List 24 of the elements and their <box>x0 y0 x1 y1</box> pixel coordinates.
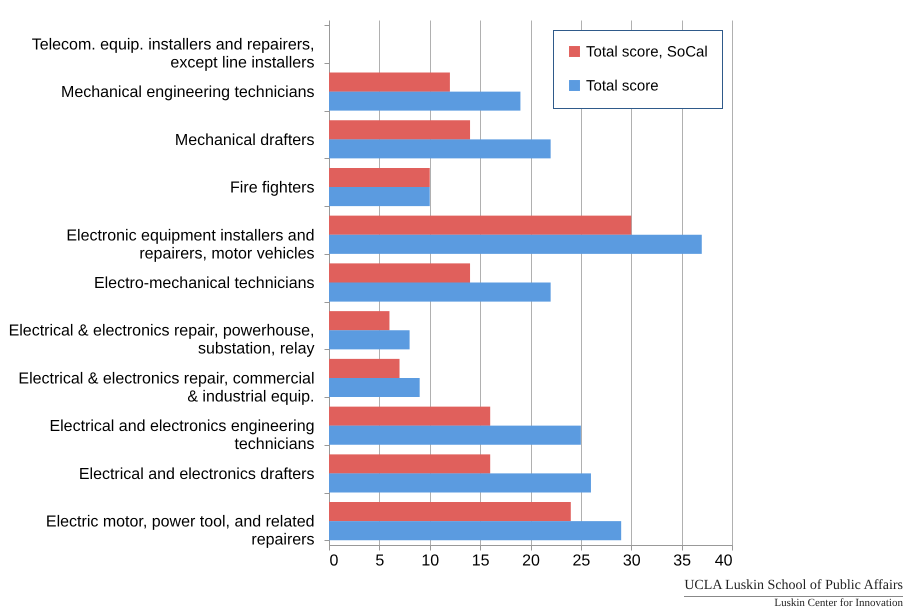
y-tick-label: Electronic equipment installers and repairers, motor vehicles <box>66 227 314 262</box>
y-tick-label: Mechanical engineering technicians <box>61 84 314 102</box>
y-tick-label: Fire fighters <box>230 180 314 197</box>
y-tick-label: Mechanical drafters <box>174 132 314 149</box>
y-tick-label: Electric motor, power tool, and related repairers <box>46 514 314 549</box>
y-tick-label: Electro-mechanical technicians <box>94 275 314 292</box>
x-tick-label: 35 <box>673 552 692 570</box>
x-tick-label: 20 <box>522 552 540 570</box>
x-tick-label: 40 <box>714 552 733 570</box>
legend-label: Total score <box>586 78 659 94</box>
x-tick-label: 0 <box>330 552 338 570</box>
y-tick-label: Electrical and electronics drafters <box>78 466 314 483</box>
x-tick-label: 10 <box>421 552 440 570</box>
x-tick-label: 25 <box>572 552 590 570</box>
y-tick-label: Electrical & electronics repair, commercial & industrial equip. <box>18 370 314 406</box>
x-tick-label: 5 <box>375 552 384 570</box>
text: Luskin Center for Innovation <box>773 597 903 609</box>
y-tick-label: Electrical & electronics repair, powerhouse, substation, relay <box>8 322 314 358</box>
y-tick-label: Telecom. equip. installers and repairers, except line installers <box>32 36 314 72</box>
text: UCLA Luskin School of Public Affairs <box>684 578 903 597</box>
x-tick-label: 15 <box>472 552 490 570</box>
y-tick-label: Electrical and electronics engineering technicians <box>49 418 314 454</box>
x-tick-label: 30 <box>622 552 641 570</box>
legend-label: Total score, SoCal <box>586 44 708 60</box>
